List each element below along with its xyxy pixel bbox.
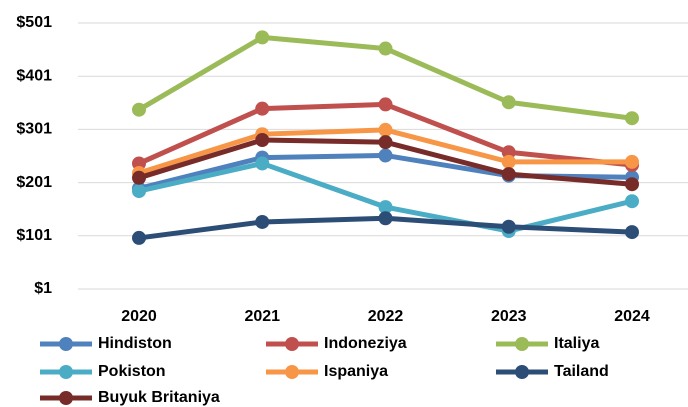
y-tick-label: $101 xyxy=(16,227,52,244)
y-tick-label: $301 xyxy=(16,121,52,138)
data-point xyxy=(255,101,270,116)
y-tick-label: $201 xyxy=(16,174,52,191)
data-point xyxy=(255,214,270,229)
data-point xyxy=(132,170,146,185)
x-tick-label: 2021 xyxy=(244,308,280,325)
data-point xyxy=(378,97,393,112)
legend-marker xyxy=(515,365,529,379)
y-tick-label: $501 xyxy=(16,14,52,31)
data-point xyxy=(625,225,639,240)
data-point xyxy=(625,177,639,192)
y-tick-label: $1 xyxy=(34,280,52,297)
legend-marker xyxy=(59,391,73,405)
data-point xyxy=(378,135,393,150)
data-point xyxy=(255,30,270,45)
data-point xyxy=(255,156,270,171)
legend-marker xyxy=(59,365,73,379)
data-point xyxy=(132,230,146,245)
legend-label: Buyuk Britaniya xyxy=(98,389,220,406)
data-point xyxy=(625,111,639,126)
data-point xyxy=(255,133,270,148)
legend-marker xyxy=(285,337,299,351)
data-point xyxy=(132,102,146,117)
data-point xyxy=(625,154,639,169)
legend-label: Italiya xyxy=(554,335,599,352)
data-point xyxy=(501,95,516,110)
legend-marker xyxy=(59,337,73,351)
y-tick-label: $401 xyxy=(16,67,52,84)
data-point xyxy=(132,184,146,199)
legend-label: Hindiston xyxy=(98,335,172,352)
legend-marker xyxy=(285,365,299,379)
data-point xyxy=(378,122,393,137)
data-point xyxy=(501,167,516,182)
x-tick-label: 2020 xyxy=(121,308,157,325)
legend-label: Pokiston xyxy=(98,363,166,380)
data-point xyxy=(378,211,393,226)
x-tick-label: 2022 xyxy=(368,308,404,325)
legend-marker xyxy=(515,337,529,351)
data-point xyxy=(132,156,146,171)
legend-label: Tailand xyxy=(554,363,609,380)
x-tick-label: 2024 xyxy=(614,308,650,325)
data-point xyxy=(625,194,639,209)
legend-label: Indoneziya xyxy=(324,335,407,352)
data-point xyxy=(501,154,516,169)
x-tick-label: 2023 xyxy=(491,308,527,325)
data-point xyxy=(378,200,393,215)
data-point xyxy=(501,219,516,234)
data-point xyxy=(501,145,516,160)
data-point xyxy=(378,41,393,56)
legend-label: Ispaniya xyxy=(324,363,388,380)
data-point xyxy=(378,148,393,163)
